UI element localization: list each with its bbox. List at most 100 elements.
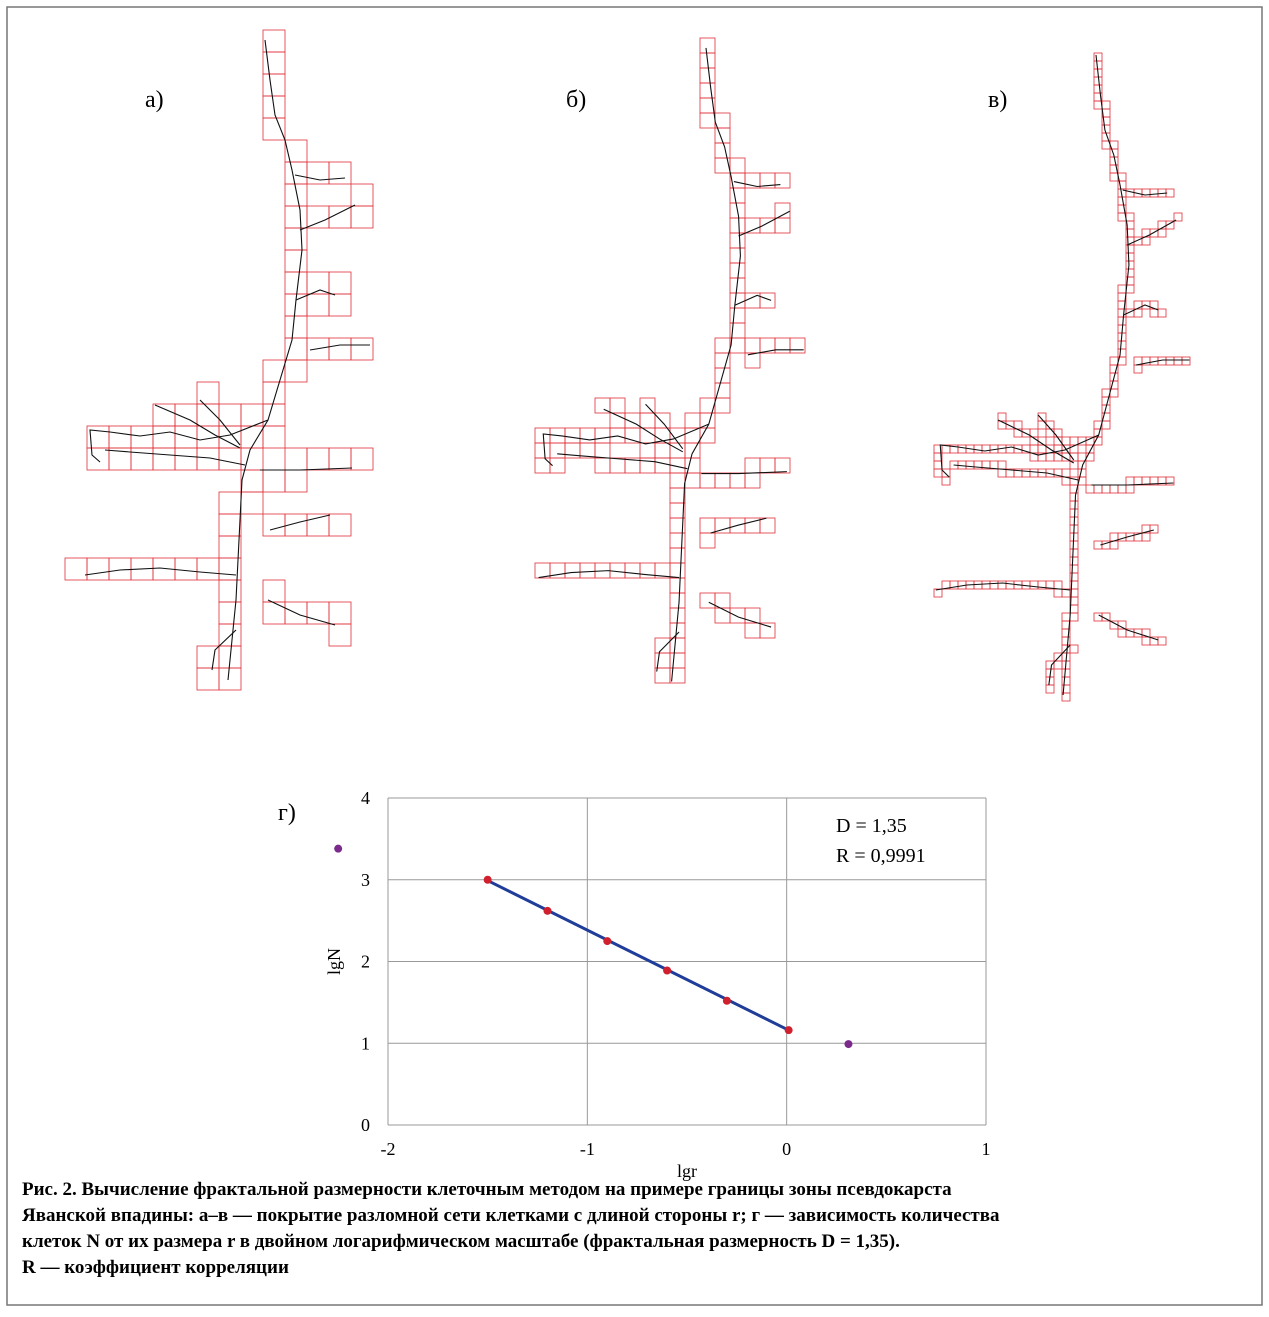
grid-cell (579, 427, 596, 444)
grid-cell (174, 447, 198, 471)
grid-cell (981, 444, 991, 454)
grid-cell (86, 557, 110, 581)
grid-cell (328, 601, 352, 625)
grid-cell (1149, 188, 1159, 198)
y-tick-label: 1 (361, 1033, 370, 1053)
grid-cell (328, 161, 352, 185)
grid-cell (262, 469, 286, 493)
grid-cell (744, 472, 761, 489)
grid-cell (1101, 100, 1111, 110)
grid-cell (1029, 580, 1039, 590)
grid-cell (729, 607, 746, 624)
grid-cell (262, 51, 286, 75)
grid-cell (262, 73, 286, 97)
fault-line (747, 349, 804, 356)
grid-cell (1165, 220, 1175, 230)
grid-cell (594, 442, 611, 459)
fault-line (295, 289, 336, 301)
grid-cell (1053, 652, 1063, 662)
grid-cell (1069, 556, 1079, 566)
grid-cell (1093, 76, 1103, 86)
grid-cell (306, 447, 330, 471)
grid-cell (1069, 564, 1079, 574)
grid-cell (669, 532, 686, 549)
fault-line (154, 404, 241, 449)
frame (6, 6, 1263, 1306)
grid-cell (1061, 436, 1071, 446)
fault-line (1037, 414, 1075, 461)
grid-cell (1077, 452, 1087, 462)
fault-line (738, 210, 790, 237)
grid-cell (714, 472, 731, 489)
grid-cell (654, 442, 671, 459)
grid-cell (609, 457, 626, 474)
grid-cell (306, 161, 330, 185)
grid-cell (1149, 308, 1159, 318)
fault-line (935, 582, 1071, 591)
grid-cell (941, 476, 951, 486)
grid-cell (684, 442, 701, 459)
grid-cell (1117, 316, 1127, 326)
grid-cell (262, 117, 286, 141)
grid-cell (108, 447, 132, 471)
grid-cell (1069, 612, 1079, 622)
grid-cell (350, 337, 374, 361)
grid-cell (654, 637, 671, 654)
grid-cell (1045, 428, 1055, 438)
grid-cell (1093, 60, 1103, 70)
grid-cell (284, 337, 308, 361)
y-axis-label: lgN (324, 948, 344, 975)
grid-cell (744, 457, 761, 474)
grid-cell (534, 427, 551, 444)
grid-cell (759, 457, 776, 474)
fault-line (645, 403, 684, 450)
grid-cell (1125, 188, 1135, 198)
chart: 0 1 2 3 4 -2 -1 0 1 lgr lgN D = 1,35 R = 0,9991 (324, 788, 991, 1181)
grid-cell (1053, 660, 1063, 670)
grid-cell (594, 457, 611, 474)
grid-cell (1117, 340, 1127, 350)
fault-line (199, 399, 241, 446)
grid-cell (699, 532, 716, 549)
grid-cell (564, 562, 581, 579)
annotation: D = 1,35 (836, 815, 907, 837)
grid-cell (152, 425, 176, 449)
grid-cell (218, 447, 242, 471)
grid-cell (1125, 484, 1135, 494)
grid-cell (774, 217, 791, 234)
grid-cell (1085, 484, 1095, 494)
grid-cell (328, 271, 352, 295)
grid-cell (1157, 308, 1167, 318)
grid-cell (933, 468, 943, 478)
grid-cell (654, 562, 671, 579)
grid-cell (1005, 580, 1015, 590)
grid-cell (1069, 572, 1079, 582)
fault-line (104, 449, 246, 466)
grid-cell (196, 667, 220, 691)
panel-label: а) (145, 87, 164, 113)
grid-cell (1061, 668, 1071, 678)
fault-line (267, 599, 336, 626)
grid-cell (1181, 356, 1191, 366)
grid-cell (1093, 612, 1103, 622)
grid-cell (729, 307, 746, 324)
grid-cell (1141, 636, 1151, 646)
grid-cell (196, 557, 220, 581)
grid-cell (1133, 364, 1143, 374)
grid-cell (1109, 172, 1119, 182)
fault-line (269, 514, 331, 531)
grid-cell (1053, 588, 1063, 598)
panel-label: г) (278, 800, 296, 826)
fault-line (557, 453, 688, 470)
grid-cell (669, 487, 686, 504)
grid-cell (699, 37, 716, 54)
grid-cell (624, 562, 641, 579)
panel-label: б) (566, 87, 586, 113)
grid-cell (284, 161, 308, 185)
grid-cell (997, 460, 1007, 470)
grid-cell (669, 637, 686, 654)
grid-cell (328, 623, 352, 647)
grid-cell (684, 412, 701, 429)
grid-cell (774, 457, 791, 474)
grid-cell (774, 172, 791, 189)
